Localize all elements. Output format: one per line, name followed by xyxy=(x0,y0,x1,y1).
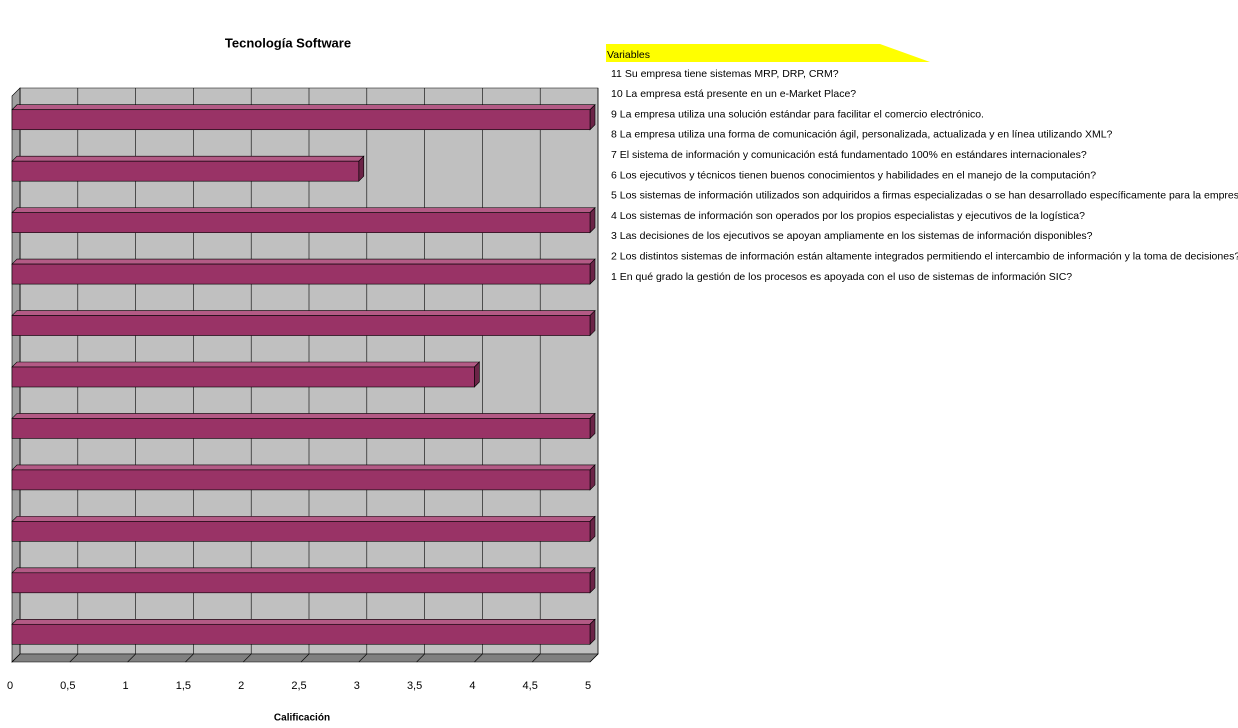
x-tick-label: 5 xyxy=(585,680,591,692)
x-tick-label: 0,5 xyxy=(60,680,75,692)
bar-top xyxy=(11,207,596,213)
legend-entry: 9 La empresa utiliza una solución estánd… xyxy=(611,108,984,120)
x-tick-label: 4 xyxy=(469,680,475,692)
bar-top xyxy=(11,361,481,368)
tick-mark xyxy=(185,653,194,663)
bar-top xyxy=(11,258,596,265)
x-tick-label: 2,5 xyxy=(291,680,306,692)
tick-mark xyxy=(531,653,541,663)
legend-entry: 5 Los sistemas de información utilizados… xyxy=(611,190,1238,202)
legend-entry: 7 El sistema de información y comunicaci… xyxy=(611,149,1087,161)
x-tick-label: 1,5 xyxy=(176,680,191,692)
bar-top xyxy=(11,104,596,111)
tick-mark xyxy=(300,653,310,663)
legend-entry: 8 La empresa utiliza una forma de comuni… xyxy=(611,129,1113,141)
tick-mark xyxy=(69,653,79,663)
x-tick-label: 4,5 xyxy=(523,680,538,692)
bar xyxy=(11,263,591,285)
bar-top xyxy=(11,155,365,162)
bar-top xyxy=(11,464,596,471)
bar-top xyxy=(11,310,596,316)
x-tick-label: 2 xyxy=(238,680,244,692)
x-axis-label: Calificación xyxy=(274,713,330,724)
legend-title: Variables xyxy=(607,49,650,61)
legend-entry: 4 Los sistemas de información son operad… xyxy=(611,210,1085,222)
x-tick-label: 3 xyxy=(354,680,360,692)
bar xyxy=(11,366,475,388)
bar xyxy=(11,109,591,131)
bar-top xyxy=(11,618,596,625)
legend-entry: 3 Las decisiones de los ejecutivos se ap… xyxy=(611,230,1093,242)
bar-top xyxy=(11,413,596,419)
x-tick-label: 0 xyxy=(7,680,13,692)
legend-entry: 6 Los ejecutivos y técnicos tienen bueno… xyxy=(611,169,1096,181)
tick-mark xyxy=(474,653,483,663)
tick-mark xyxy=(416,653,425,663)
tick-mark xyxy=(242,653,252,663)
legend-entry: 11 Su empresa tiene sistemas MRP, DRP, C… xyxy=(611,68,839,80)
bar xyxy=(11,315,591,336)
chart-title: Tecnología Software xyxy=(225,35,351,50)
tick-mark xyxy=(127,653,136,663)
x-tick-label: 3,5 xyxy=(407,680,422,692)
tick-mark xyxy=(11,653,21,663)
legend-entry: 2 Los distintos sistemas de información … xyxy=(611,250,1238,262)
bar xyxy=(11,212,591,233)
bar xyxy=(11,418,591,439)
bar xyxy=(11,160,360,182)
tick-mark xyxy=(358,653,368,663)
bar-top xyxy=(11,516,596,522)
bar xyxy=(11,469,591,491)
legend-entry: 1 En qué grado la gestión de los proceso… xyxy=(611,271,1072,283)
tick-mark xyxy=(589,653,599,663)
bar xyxy=(11,572,591,594)
bar xyxy=(11,623,591,645)
legend-entry: 10 La empresa está presente en un e-Mark… xyxy=(611,88,856,100)
x-tick-label: 1 xyxy=(123,680,129,692)
bar xyxy=(11,521,591,542)
bar-top xyxy=(11,567,596,574)
legend-highlight xyxy=(606,44,930,62)
